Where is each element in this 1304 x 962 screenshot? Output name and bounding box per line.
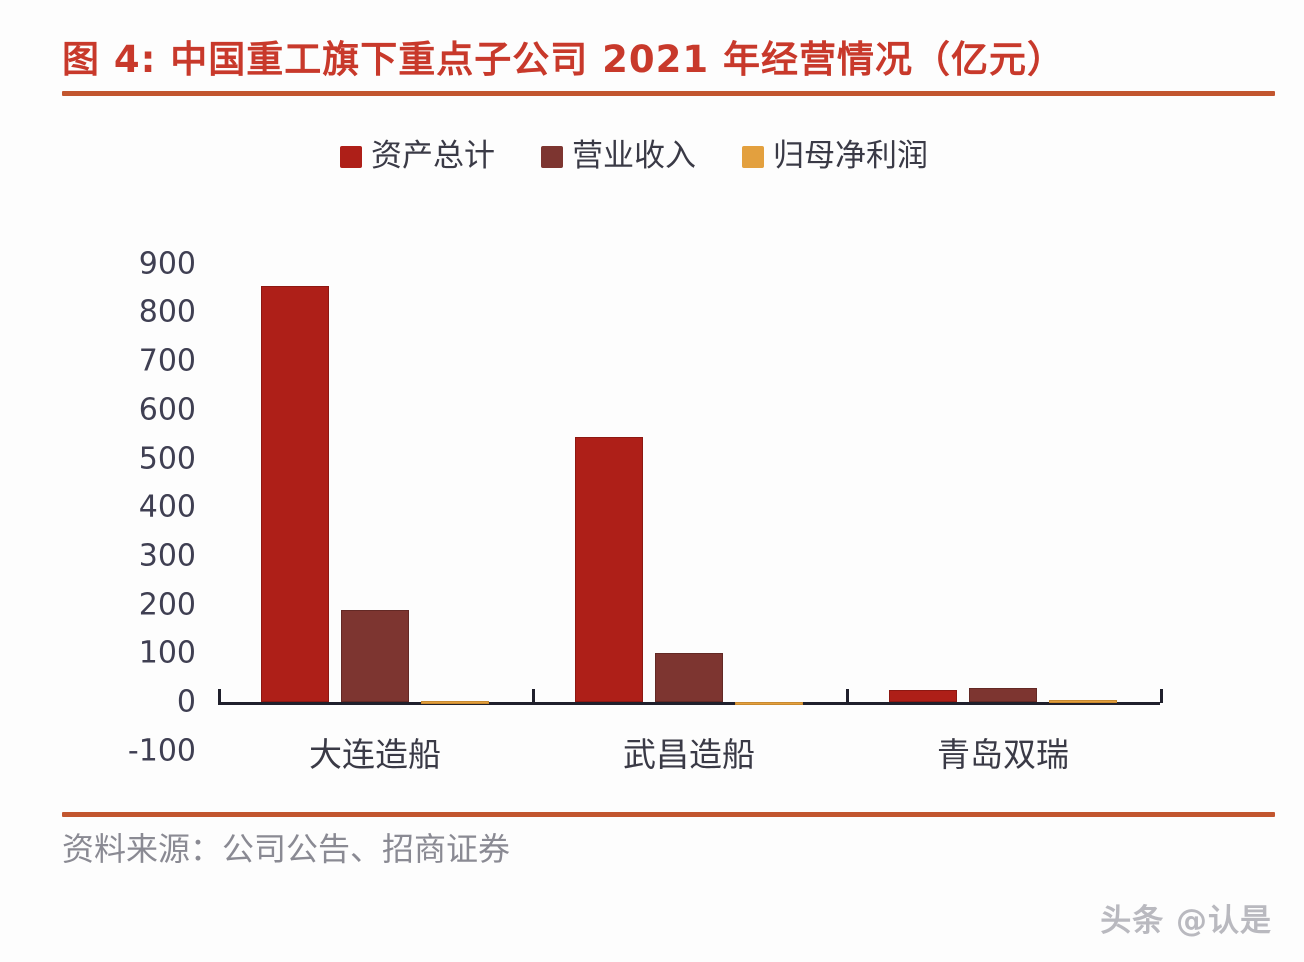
x-axis-tick [218, 689, 221, 703]
bar-武昌造船-资产总计 [575, 436, 643, 702]
square-swatch-icon [340, 145, 362, 168]
title-divider [62, 91, 1275, 97]
y-axis-tick-label: 700 [138, 343, 196, 379]
page-title: 图 4: 中国重工旗下重点子公司 2021 年经营情况（亿元） [62, 38, 1066, 81]
bar-青岛双瑞-营业收入 [969, 688, 1037, 702]
x-axis-tick [532, 689, 535, 703]
watermark: 头条 @认是 [1100, 903, 1272, 939]
y-axis-tick-label: 200 [138, 587, 196, 623]
legend-item: 资产总计 [340, 141, 495, 172]
x-axis-tick [1160, 689, 1163, 703]
y-axis-tick-label: 100 [138, 635, 196, 671]
y-axis-tick-label: 500 [138, 441, 196, 476]
y-axis-tick-label: 400 [138, 489, 196, 525]
source-note: 资料来源：公司公告、招商证券 [62, 830, 511, 868]
chart-legend: 资产总计 营业收入 归母净利润 [340, 141, 928, 172]
legend-item: 归母净利润 [742, 141, 928, 172]
y-axis-tick-label: -100 [127, 733, 196, 769]
legend-item: 营业收入 [541, 141, 696, 172]
x-axis-category-label: 大连造船 [309, 735, 441, 774]
y-axis-tick-label: 300 [138, 538, 196, 574]
y-axis-tick-label: 900 [138, 246, 196, 282]
legend-item-label: 营业收入 [572, 138, 696, 174]
chart-plot-area: 900 800 700 600 500 400 300 200 100 0 -100 大连造船 武昌造… [127, 246, 1163, 774]
x-axis-baseline [218, 702, 1160, 705]
y-axis-tick-label: 600 [138, 392, 196, 428]
bar-大连造船-资产总计 [261, 285, 329, 702]
x-axis-tick [846, 689, 849, 703]
y-axis-tick-label: 800 [138, 294, 196, 330]
legend-item-label: 归母净利润 [773, 138, 928, 174]
bar-青岛双瑞-归母净利润 [1049, 700, 1117, 704]
bar-武昌造船-营业收入 [655, 653, 723, 702]
legend-item-label: 资产总计 [371, 138, 495, 174]
footer-divider [62, 812, 1275, 817]
bar-武昌造船-归母净利润 [735, 702, 803, 705]
x-axis-category-label: 青岛双瑞 [937, 735, 1069, 774]
x-axis-category-label: 武昌造船 [623, 735, 755, 774]
bar-大连造船-营业收入 [341, 610, 409, 702]
bar-青岛双瑞-资产总计 [889, 689, 957, 702]
square-swatch-icon [742, 145, 764, 168]
square-swatch-icon [541, 145, 563, 168]
figure-header: 图 4: 中国重工旗下重点子公司 2021 年经营情况（亿元） [62, 38, 1275, 97]
y-axis-tick-label: 0 [176, 684, 196, 720]
bar-大连造船-归母净利润 [421, 700, 489, 704]
